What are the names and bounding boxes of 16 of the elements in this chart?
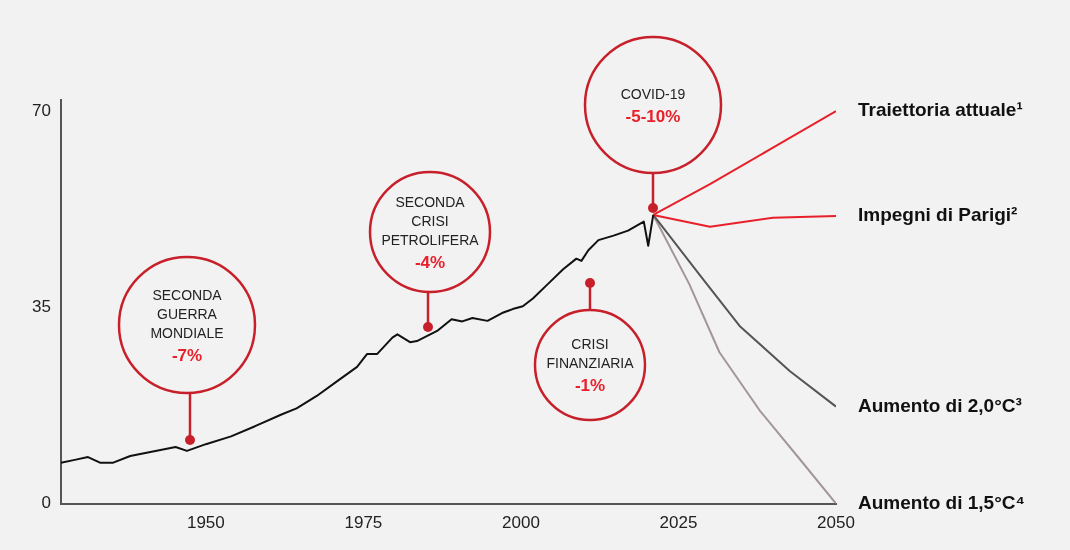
- series-label: Impegni di Parigi²: [858, 204, 1018, 226]
- y-tick-label: 35: [31, 297, 51, 317]
- series-label: Traiettoria attuale¹: [858, 99, 1023, 121]
- y-tick-label: 70: [31, 100, 51, 120]
- y-tick-label: 0: [41, 493, 51, 513]
- annotation: SECONDA GUERRA MONDIALE -7%: [149, 285, 225, 365]
- series-label: Aumento di 2,0°C³: [858, 394, 1022, 416]
- series-label: Aumento di 1,5°C⁴: [858, 491, 1025, 513]
- x-tick-label: 1950: [186, 513, 225, 533]
- annotation: COVID-19 -5-10%: [619, 84, 687, 126]
- x-tick-label: 1975: [344, 513, 383, 533]
- x-tick-label: 2050: [817, 513, 855, 533]
- annotation: CRISI FINANZIARIA -1%: [545, 335, 635, 395]
- annotation: SECONDA CRISI PETROLIFERA -4%: [380, 192, 480, 272]
- x-tick-label: 2025: [659, 513, 698, 533]
- x-tick-label: 2000: [502, 513, 540, 533]
